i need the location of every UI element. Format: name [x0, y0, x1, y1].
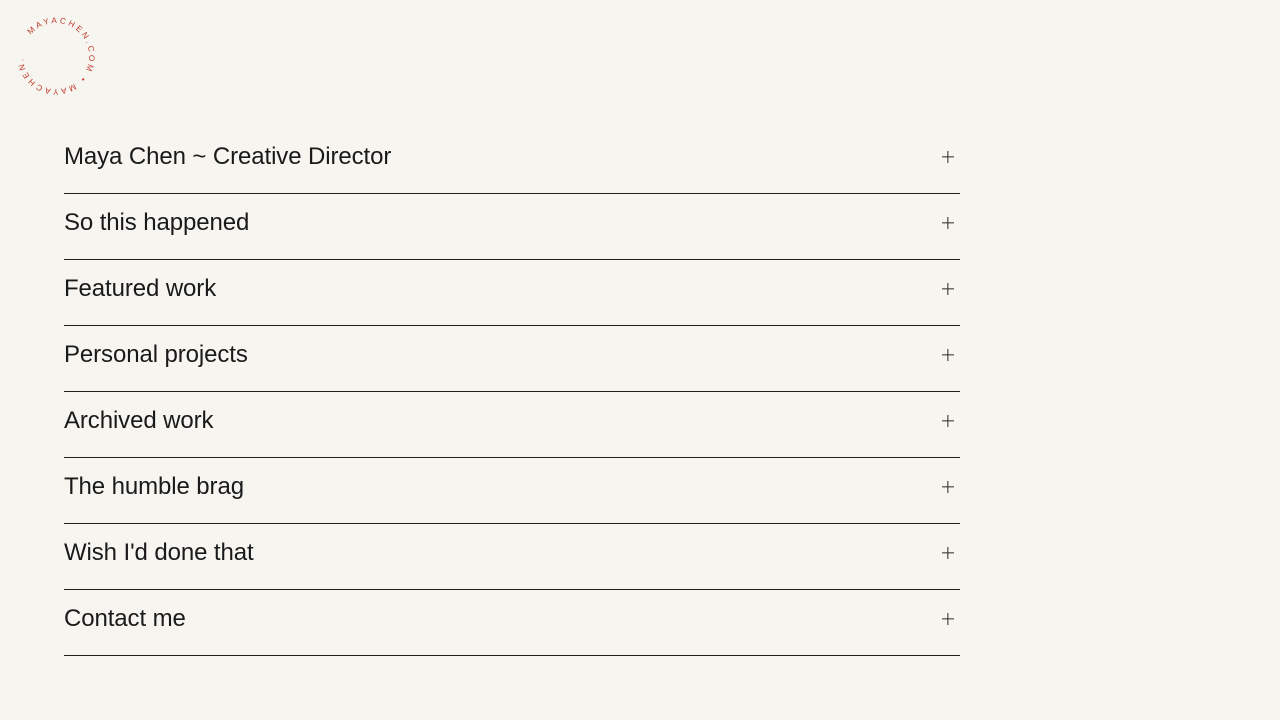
plus-icon[interactable]	[939, 610, 957, 628]
accordion-item-label: Maya Chen ~ Creative Director	[64, 142, 392, 170]
plus-icon[interactable]	[939, 478, 957, 496]
accordion-item-maya-chen-creative-director[interactable]: Maya Chen ~ Creative Director	[64, 128, 960, 194]
logo-circular-text: MAYACHEN.COM • MAYACHEN.COM •	[14, 14, 96, 96]
plus-icon[interactable]	[939, 280, 957, 298]
accordion-item-label: Archived work	[64, 406, 214, 434]
accordion-item-label: So this happened	[64, 208, 250, 236]
plus-icon[interactable]	[939, 544, 957, 562]
site-logo[interactable]: MAYACHEN.COM • MAYACHEN.COM •	[14, 14, 98, 98]
accordion-item-label: Personal projects	[64, 340, 248, 368]
accordion-item-label: Contact me	[64, 604, 186, 632]
accordion-list: Maya Chen ~ Creative Director So this ha…	[64, 128, 960, 656]
accordion-item-featured-work[interactable]: Featured work	[64, 260, 960, 326]
mayachen-circular-logo-icon: MAYACHEN.COM • MAYACHEN.COM •	[14, 14, 96, 96]
accordion-item-label: The humble brag	[64, 472, 244, 500]
accordion-item-personal-projects[interactable]: Personal projects	[64, 326, 960, 392]
accordion-item-label: Featured work	[64, 274, 217, 302]
accordion-item-contact-me[interactable]: Contact me	[64, 590, 960, 656]
plus-icon[interactable]	[939, 346, 957, 364]
accordion-item-the-humble-brag[interactable]: The humble brag	[64, 458, 960, 524]
accordion-item-archived-work[interactable]: Archived work	[64, 392, 960, 458]
plus-icon[interactable]	[939, 148, 957, 166]
accordion-item-so-this-happened[interactable]: So this happened	[64, 194, 960, 260]
plus-icon[interactable]	[939, 214, 957, 232]
accordion-item-wish-id-done-that[interactable]: Wish I'd done that	[64, 524, 960, 590]
accordion-item-label: Wish I'd done that	[64, 538, 254, 566]
logo-textpath: MAYACHEN.COM • MAYACHEN.COM •	[14, 14, 94, 96]
plus-icon[interactable]	[939, 412, 957, 430]
